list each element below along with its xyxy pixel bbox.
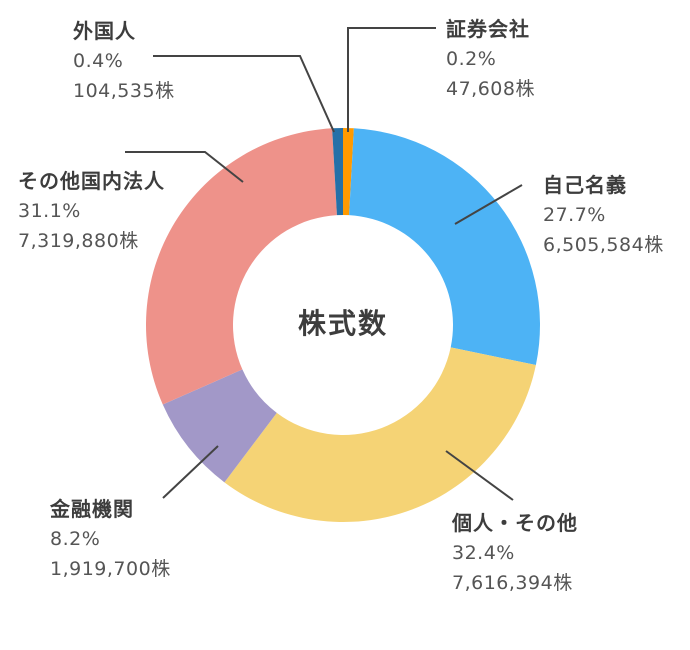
label-shares: 47,608株	[446, 78, 535, 100]
label-shares: 1,919,700株	[50, 558, 171, 580]
leader-line-treasury	[454, 184, 523, 225]
slice-securities	[343, 128, 354, 216]
label-percent: 0.4%	[73, 50, 124, 72]
slice-financial-institutions	[162, 369, 277, 483]
label-treasury: 自己名義 27.7% 6,505,584株	[543, 170, 664, 260]
label-percent: 27.7%	[543, 204, 606, 226]
label-domestic-corporations: その他国内法人 31.1% 7,319,880株	[18, 166, 165, 256]
label-shares: 6,505,584株	[543, 234, 664, 256]
slice-domestic-corporations	[146, 128, 337, 405]
label-shares: 7,319,880株	[18, 230, 139, 252]
slice-treasury	[349, 128, 540, 366]
label-individuals: 個人・その他 32.4% 7,616,394株	[452, 508, 578, 598]
donut-center-title: 株式数	[297, 307, 388, 340]
label-securities: 証券会社 0.2% 47,608株	[446, 14, 535, 104]
leader-line-foreign	[153, 55, 335, 133]
slice-individuals	[224, 347, 536, 522]
leader-line-securities	[347, 27, 436, 132]
label-name: 金融機関	[50, 497, 134, 521]
leader-line-domestic-corp	[125, 151, 244, 183]
label-name: 外国人	[73, 19, 136, 43]
label-percent: 31.1%	[18, 200, 81, 222]
label-foreign: 外国人 0.4% 104,535株	[73, 16, 175, 106]
slice-foreign	[332, 128, 343, 216]
label-name: 自己名義	[543, 173, 627, 197]
label-name: その他国内法人	[18, 169, 165, 193]
label-name: 個人・その他	[452, 511, 578, 535]
label-financial-institutions: 金融機関 8.2% 1,919,700株	[50, 494, 171, 584]
label-percent: 32.4%	[452, 542, 515, 564]
label-name: 証券会社	[446, 17, 530, 41]
label-shares: 7,616,394株	[452, 572, 573, 594]
label-shares: 104,535株	[73, 80, 175, 102]
leader-line-financial	[162, 445, 219, 499]
label-percent: 8.2%	[50, 528, 101, 550]
leader-line-individuals	[445, 450, 514, 501]
label-percent: 0.2%	[446, 48, 497, 70]
